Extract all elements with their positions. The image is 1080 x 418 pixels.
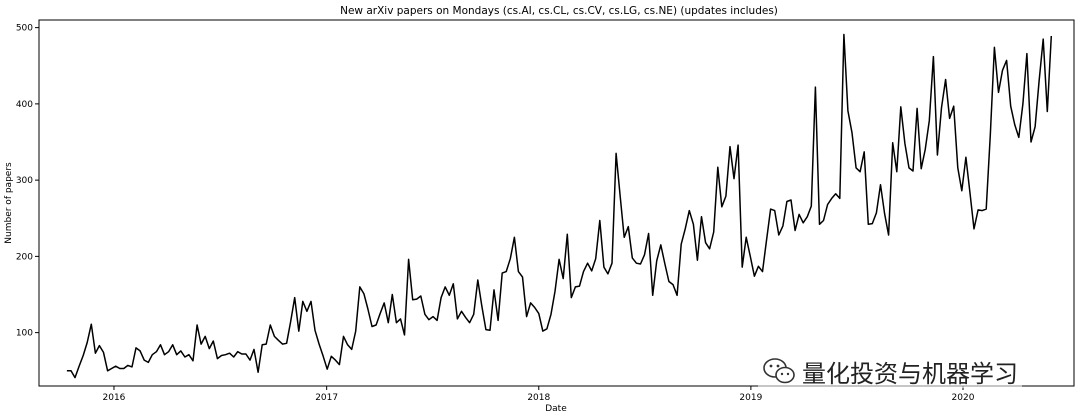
x-tick-label: 2016 bbox=[103, 393, 126, 403]
y-tick-label: 500 bbox=[16, 24, 33, 34]
x-tick-label: 2020 bbox=[952, 393, 975, 403]
y-tick-label: 300 bbox=[16, 176, 33, 186]
watermark-text: 量化投资与机器学习 bbox=[802, 359, 1018, 388]
x-axis: 2016 2017 2018 2019 2020 bbox=[103, 386, 975, 403]
y-axis-label: Number of papers bbox=[4, 162, 14, 244]
y-tick-label: 200 bbox=[16, 252, 33, 262]
y-axis: 100 200 300 400 500 bbox=[16, 24, 39, 339]
plot-frame bbox=[38, 19, 1075, 387]
watermark: 量化投资与机器学习 bbox=[758, 354, 1022, 388]
chart-title: New arXiv papers on Mondays (cs.AI, cs.C… bbox=[340, 5, 778, 17]
x-tick-label: 2019 bbox=[739, 393, 762, 403]
series-line bbox=[66, 33, 1053, 379]
y-tick-label: 100 bbox=[16, 329, 33, 339]
wechat-icon bbox=[763, 358, 795, 384]
plot-area bbox=[66, 33, 1053, 379]
y-tick-label: 400 bbox=[16, 100, 33, 110]
x-tick-label: 2017 bbox=[315, 393, 338, 403]
x-tick-label: 2018 bbox=[527, 393, 550, 403]
x-axis-label: Date bbox=[545, 404, 567, 414]
